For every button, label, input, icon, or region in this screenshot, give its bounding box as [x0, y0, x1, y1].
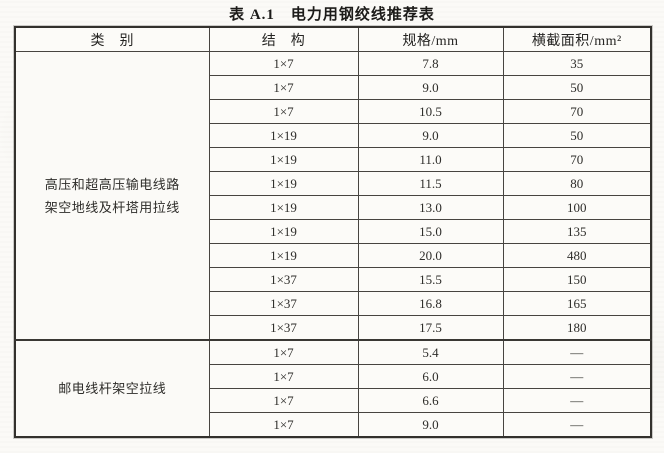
structure-cell: 1×37 [208, 291, 359, 316]
area-cell: 70 [502, 99, 652, 124]
header-row: 类 别 结 构 规格/mm 横截面积/mm² [14, 26, 652, 52]
table-row: 1×37 17.5 180 [15, 315, 652, 341]
table-row: 1×19 11.5 80 [15, 171, 652, 196]
spec-cell: 20.0 [357, 243, 504, 268]
category-cell: 邮电线杆架空拉线 [14, 339, 210, 438]
table-title: 表 A.1 电力用钢绞线推荐表 [229, 7, 435, 23]
area-cell: 180 [502, 315, 652, 341]
structure-cell: 1×7 [208, 364, 359, 389]
table-row: 1×19 11.0 70 [15, 147, 652, 172]
header-structure: 结 构 [208, 26, 359, 52]
area-cell: — [502, 412, 652, 438]
area-cell: — [502, 388, 652, 413]
table-row: 1×7 6.6— [15, 388, 652, 413]
area-cell: 135 [502, 219, 652, 244]
spec-cell: 9.0 [357, 412, 504, 438]
structure-cell: 1×7 [208, 412, 359, 438]
area-cell: — [502, 339, 652, 365]
spec-cell: 9.0 [357, 123, 504, 148]
structure-cell: 1×7 [208, 75, 359, 100]
category-cell: 高压和超高压输电线路 架空地线及杆塔用拉线 [14, 51, 210, 341]
table-row: 1×19 9.0 50 [15, 123, 652, 148]
area-cell: 70 [502, 147, 652, 172]
spec-cell: 13.0 [357, 195, 504, 220]
table-row: 高压和超高压输电线路 架空地线及杆塔用拉线 1×7 7.8 35 [14, 51, 652, 341]
spec-cell: 6.6 [357, 388, 504, 413]
category-line: 架空地线及杆塔用拉线 [44, 199, 180, 215]
table-row: 邮电线杆架空拉线 1×7 5.4— [14, 339, 652, 438]
area-cell: 50 [502, 75, 652, 100]
area-cell: 80 [502, 171, 652, 196]
spec-cell: 5.4 [357, 339, 504, 365]
area-cell: 50 [502, 123, 652, 148]
spec-cell: 10.5 [357, 99, 504, 124]
table-header: 类 别 结 构 规格/mm 横截面积/mm² [14, 26, 652, 52]
structure-cell: 1×37 [208, 267, 359, 292]
structure-cell: 1×7 [208, 51, 359, 76]
area-cell: 35 [502, 51, 652, 76]
spec-cell: 11.0 [357, 147, 504, 172]
table-row: 1×7 10.5 70 [15, 99, 652, 124]
table-row: 1×37 15.5 150 [15, 267, 652, 292]
area-cell: 480 [502, 243, 652, 268]
header-spec: 规格/mm [357, 26, 504, 52]
structure-cell: 1×7 [208, 388, 359, 413]
spec-cell: 11.5 [357, 171, 504, 196]
header-cross-section-area: 横截面积/mm² [502, 26, 652, 52]
spec-cell: 9.0 [357, 75, 504, 100]
structure-cell: 1×37 [208, 315, 359, 341]
table-row: 1×7 9.0 50 [15, 75, 652, 100]
table-body: 高压和超高压输电线路 架空地线及杆塔用拉线 1×7 7.8 35 1×7 9.0 50 1×7 1… [14, 51, 652, 438]
table-row: 1×37 16.8 165 [15, 291, 652, 316]
area-cell: 165 [502, 291, 652, 316]
spec-cell: 15.5 [357, 267, 504, 292]
area-cell: 100 [502, 195, 652, 220]
structure-cell: 1×19 [208, 195, 359, 220]
structure-cell: 1×19 [208, 171, 359, 196]
spec-cell: 15.0 [357, 219, 504, 244]
steel-strand-recommendation-table: 类 别 结 构 规格/mm 横截面积/mm² 高压和超高压输电线路 架空地线及杆塔… [14, 26, 652, 438]
structure-cell: 1×19 [208, 219, 359, 244]
spec-cell: 6.0 [357, 364, 504, 389]
area-cell: 150 [502, 267, 652, 292]
structure-cell: 1×19 [208, 243, 359, 268]
category-line: 邮电线杆架空拉线 [58, 381, 167, 396]
table-row: 1×19 20.0 480 [15, 243, 652, 268]
table-row: 1×19 13.0 100 [15, 195, 652, 220]
spec-cell: 17.5 [357, 315, 504, 341]
structure-cell: 1×19 [208, 123, 359, 148]
header-category: 类 别 [14, 26, 210, 52]
structure-cell: 1×19 [208, 147, 359, 172]
structure-cell: 1×7 [208, 99, 359, 124]
structure-cell: 1×7 [208, 339, 359, 365]
table-row: 1×19 15.0 135 [15, 219, 652, 244]
area-cell: — [502, 364, 652, 389]
category-line: 高压和超高压输电线路 [44, 176, 180, 192]
spec-cell: 7.8 [357, 51, 504, 76]
spec-cell: 16.8 [357, 291, 504, 316]
table-row: 1×7 9.0— [15, 412, 652, 438]
